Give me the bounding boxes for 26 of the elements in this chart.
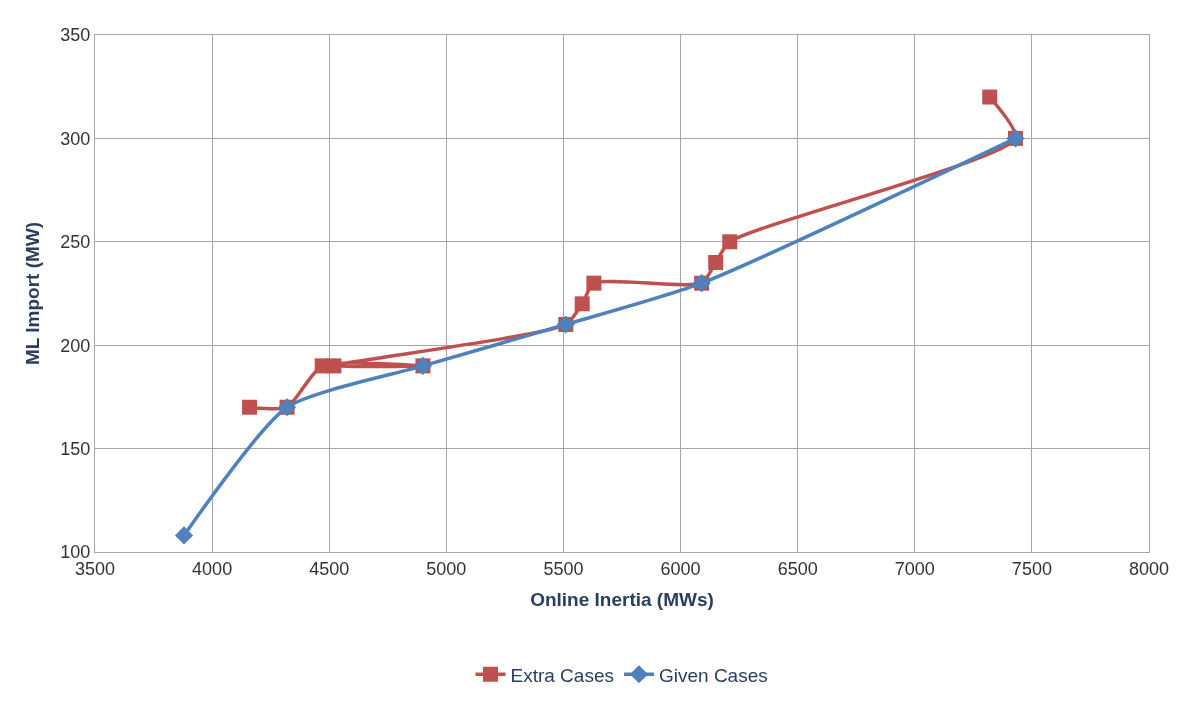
- y-tick-label: 300: [60, 128, 91, 149]
- point: [242, 399, 258, 415]
- y-tick-label: 250: [60, 232, 91, 253]
- point: [982, 89, 998, 105]
- x-tick-label: 5500: [543, 558, 584, 579]
- y-tick-label: 150: [60, 438, 91, 459]
- x-tick-label: 6000: [660, 558, 701, 579]
- x-tick-label: 4500: [309, 558, 350, 579]
- y-tick-label: 350: [60, 25, 91, 46]
- y-tick-label: 200: [60, 335, 91, 356]
- x-tick-label: 7000: [894, 558, 935, 579]
- x-tick-label: 7500: [1011, 558, 1052, 579]
- point: [326, 358, 342, 374]
- point: [574, 296, 590, 312]
- legend-label: Extra Cases: [510, 664, 614, 686]
- x-tick-label: 8000: [1128, 558, 1170, 579]
- x-tick-label: 6500: [777, 558, 818, 579]
- point: [722, 234, 738, 250]
- legend-label: Given Cases: [658, 664, 768, 686]
- x-axis-title: Online Inertia (MWs): [530, 589, 714, 611]
- point: [708, 254, 724, 270]
- point: [586, 275, 602, 291]
- point: [174, 526, 194, 545]
- y-axis-title: ML Import (MW): [22, 221, 44, 366]
- x-tick-label: 4000: [192, 558, 233, 579]
- x-tick-label: 5000: [426, 558, 467, 579]
